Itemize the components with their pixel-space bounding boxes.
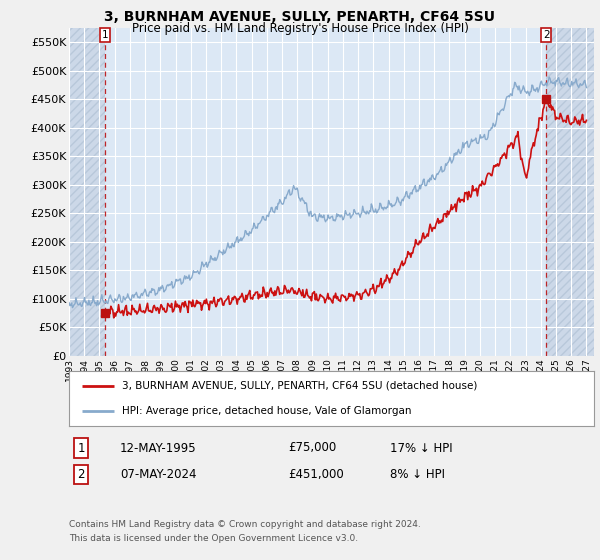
Text: HPI: Average price, detached house, Vale of Glamorgan: HPI: Average price, detached house, Vale…: [121, 406, 411, 416]
Text: 1: 1: [77, 441, 85, 455]
Text: 3, BURNHAM AVENUE, SULLY, PENARTH, CF64 5SU: 3, BURNHAM AVENUE, SULLY, PENARTH, CF64 …: [104, 10, 496, 24]
Text: 2: 2: [543, 30, 550, 40]
Text: 12-MAY-1995: 12-MAY-1995: [120, 441, 197, 455]
Text: £451,000: £451,000: [288, 468, 344, 481]
Bar: [546, 28, 594, 356]
Text: 1: 1: [102, 30, 109, 40]
Text: 07-MAY-2024: 07-MAY-2024: [120, 468, 197, 481]
Bar: [69, 28, 105, 356]
Text: This data is licensed under the Open Government Licence v3.0.: This data is licensed under the Open Gov…: [69, 534, 358, 543]
Text: 8% ↓ HPI: 8% ↓ HPI: [390, 468, 445, 481]
Text: Price paid vs. HM Land Registry's House Price Index (HPI): Price paid vs. HM Land Registry's House …: [131, 22, 469, 35]
Text: Contains HM Land Registry data © Crown copyright and database right 2024.: Contains HM Land Registry data © Crown c…: [69, 520, 421, 529]
Text: 3, BURNHAM AVENUE, SULLY, PENARTH, CF64 5SU (detached house): 3, BURNHAM AVENUE, SULLY, PENARTH, CF64 …: [121, 381, 477, 390]
Text: 2: 2: [77, 468, 85, 481]
Text: 17% ↓ HPI: 17% ↓ HPI: [390, 441, 452, 455]
Text: £75,000: £75,000: [288, 441, 336, 455]
